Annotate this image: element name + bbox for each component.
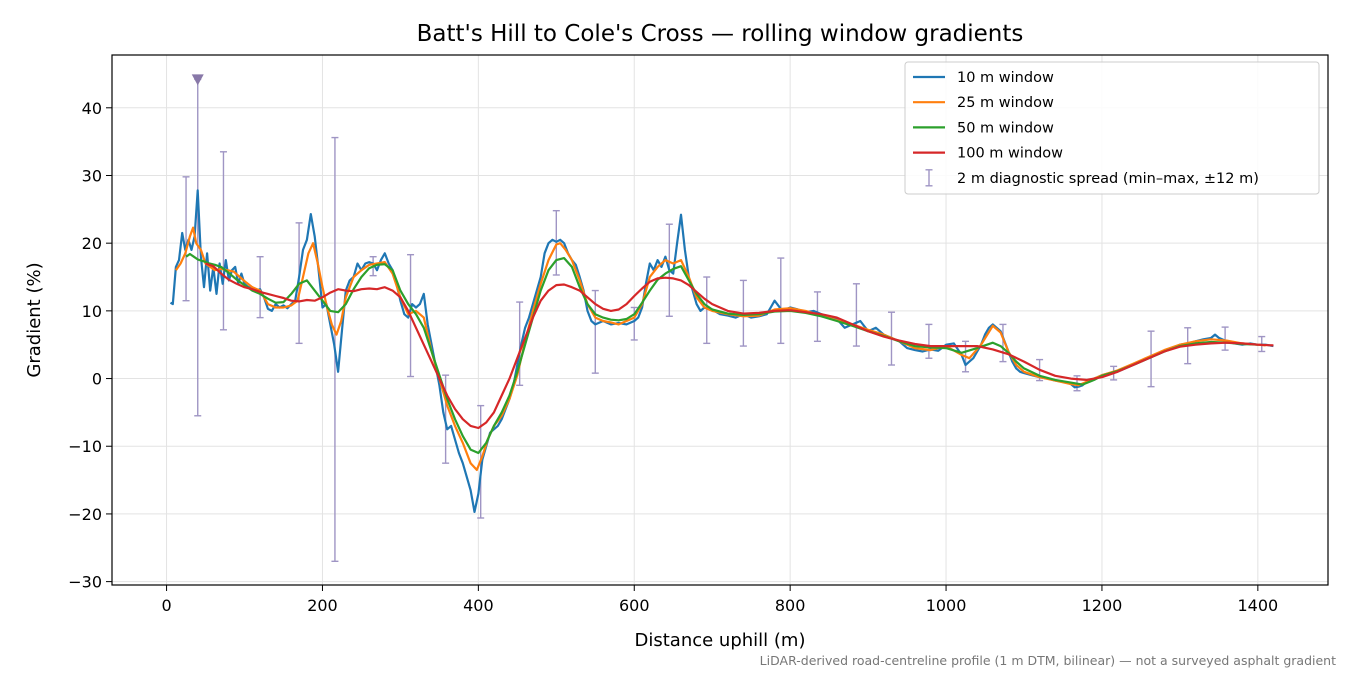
y-axis-label: Gradient (%) <box>24 262 45 377</box>
x-tick-label: 0 <box>161 596 171 615</box>
x-tick-label: 200 <box>307 596 338 615</box>
y-tick-label: −10 <box>68 437 102 456</box>
x-tick-label: 1200 <box>1082 596 1123 615</box>
legend-entry: 10 m window <box>913 70 1054 86</box>
footnote: LiDAR-derived road-centreline profile (1… <box>759 653 1336 668</box>
y-tick-label: −20 <box>68 505 102 524</box>
y-tick-label: −30 <box>68 573 102 592</box>
legend-box <box>904 61 1320 195</box>
errorbar <box>703 276 711 345</box>
legend-label: 50 m window <box>957 120 1054 136</box>
x-tick-label: 1000 <box>926 596 967 615</box>
y-tick-label: 20 <box>82 234 102 253</box>
x-tick-label: 600 <box>619 596 650 615</box>
errorbar <box>852 283 860 347</box>
series-line-10m <box>169 189 1274 513</box>
legend-entry: 100 m window <box>913 146 1063 162</box>
errorbar <box>516 301 524 387</box>
series-line-25m <box>174 226 1266 471</box>
series-line-100m <box>205 262 1274 430</box>
y-axis-ticks: −30 −20 −10 0 10 20 30 40 <box>68 99 112 592</box>
x-tick-label: 400 <box>463 596 494 615</box>
x-axis-ticks: 0 200 400 600 800 1000 1200 1400 <box>161 585 1278 615</box>
errorbar <box>1147 330 1155 388</box>
errorbar <box>1221 326 1229 351</box>
legend: 10 m window 25 m window 50 m window 100 m w… <box>904 61 1320 195</box>
legend-entry: 25 m window <box>913 95 1054 111</box>
legend-label: 10 m window <box>957 70 1054 86</box>
y-tick-label: 40 <box>82 99 102 118</box>
marker-group <box>191 74 204 86</box>
legend-entry: 50 m window <box>913 120 1054 136</box>
series-lines <box>169 189 1274 513</box>
errorbar <box>256 256 264 319</box>
x-axis-label: Distance uphill (m) <box>635 630 806 651</box>
errorbar <box>777 257 785 345</box>
legend-label: 2 m diagnostic spread (min–max, ±12 m) <box>957 171 1259 187</box>
errorbar <box>813 291 821 343</box>
errorbar <box>925 323 933 359</box>
y-tick-label: 0 <box>92 370 102 389</box>
x-tick-label: 1400 <box>1237 596 1278 615</box>
x-tick-label: 800 <box>775 596 806 615</box>
legend-label: 100 m window <box>957 146 1063 162</box>
y-tick-label: 10 <box>82 302 102 321</box>
errorbar <box>182 176 190 302</box>
errorbar <box>219 151 227 331</box>
series-line-50m <box>185 252 1258 455</box>
legend-entry: 2 m diagnostic spread (min–max, ±12 m) <box>925 169 1259 187</box>
plot-frame <box>111 54 1329 586</box>
y-tick-label: 30 <box>82 166 102 185</box>
legend-label: 25 m window <box>957 95 1054 111</box>
errorbar <box>999 323 1007 363</box>
chart-title: Batt's Hill to Cole's Cross — rolling wi… <box>417 21 1024 47</box>
clipped-value-marker <box>191 74 204 86</box>
